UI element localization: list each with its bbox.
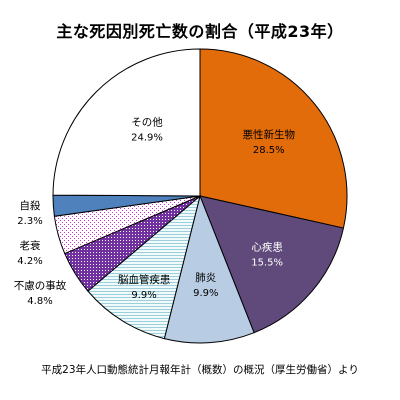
slice-value-label: 4.8% bbox=[27, 296, 52, 307]
chart-title: 主な死因別死亡数の割合（平成23年） bbox=[56, 22, 344, 41]
slice-value-label: 4.2% bbox=[17, 256, 42, 267]
slice-label: 悪性新生物 bbox=[243, 128, 296, 141]
slice-value-label: 24.9% bbox=[131, 133, 163, 144]
slice-label: 老衰 bbox=[20, 239, 41, 252]
pie-labels: 悪性新生物 28.5% 心疾患 15.5% 肺炎 9.9% 脳血管疾患 9.9% 不慮の事故 4.… bbox=[14, 116, 295, 307]
slice-label: その他 bbox=[131, 116, 163, 129]
slice-label: 不慮の事故 bbox=[14, 279, 67, 292]
pie-slice bbox=[87, 194, 201, 340]
slice-value-label: 9.9% bbox=[193, 288, 218, 299]
slice-value-label: 2.3% bbox=[17, 216, 42, 227]
slice-value-label: 9.9% bbox=[131, 290, 156, 301]
pie-slices bbox=[52, 48, 348, 344]
pie-slice bbox=[199, 195, 345, 334]
pie-slice bbox=[199, 48, 348, 229]
pie-slice bbox=[52, 48, 201, 197]
pie-slice bbox=[163, 194, 255, 344]
slice-label: 自殺 bbox=[20, 199, 41, 212]
slice-value-label: 15.5% bbox=[251, 257, 283, 268]
slice-label: 脳血管疾患 bbox=[118, 273, 171, 286]
slice-label: 心疾患 bbox=[251, 240, 283, 253]
chart-source-note: 平成23年人口動態統計月報年計（概数）の概況（厚生労働省）より bbox=[41, 364, 359, 376]
slice-label: 肺炎 bbox=[195, 272, 216, 284]
slice-value-label: 28.5% bbox=[253, 145, 285, 156]
